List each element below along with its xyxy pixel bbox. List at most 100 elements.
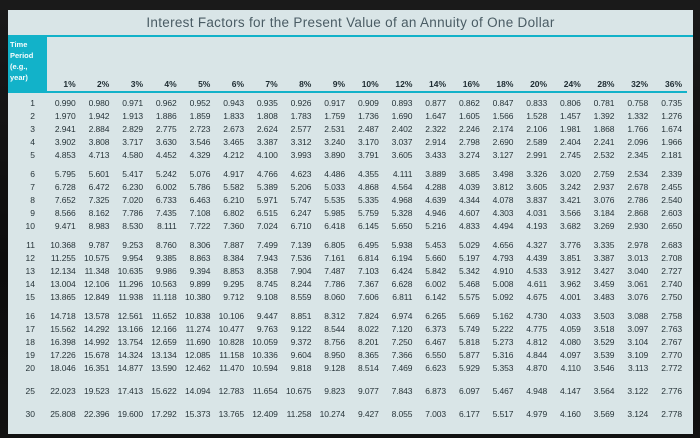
factor-cell: 12.134 — [50, 266, 76, 276]
factor-cell: 4.452 — [155, 150, 177, 160]
factor-cell: 3.240 — [324, 137, 346, 147]
factor-cell: 11.274 — [185, 324, 211, 334]
factor-cell: 11.654 — [252, 386, 278, 396]
factor-cell: 9.787 — [88, 240, 110, 250]
factor-cell: 1.332 — [627, 111, 649, 121]
factor-cell: 12.106 — [83, 279, 110, 289]
pvifa-table: Time Period (e.g., year) 1% 2% 3% 4% 5% 6% 7% 8% 9% 1… — [8, 37, 687, 421]
factor-cell: 3.113 — [627, 363, 649, 373]
period-cell: 14 — [25, 279, 35, 289]
factor-cell: 14.292 — [83, 324, 110, 334]
factor-cell: 3.569 — [593, 409, 615, 419]
factor-cell: 3.605 — [526, 182, 548, 192]
factor-cell: 11.348 — [84, 266, 110, 276]
factor-cell: 7.786 — [122, 208, 144, 218]
factor-cell: 1.647 — [425, 111, 447, 121]
factor-cell: 22.023 — [50, 386, 76, 396]
factor-cell: 17.292 — [151, 409, 177, 419]
factor-cell: 11.938 — [118, 292, 144, 302]
factor-cell: 6.418 — [324, 221, 346, 231]
factor-cell: 7.325 — [88, 195, 110, 205]
factor-cell: 5.467 — [492, 386, 514, 396]
factor-cell: 10.575 — [83, 253, 110, 263]
table-row: 8 7.652 7.325 7.020 6.733 6.463 6.210 5.971 5.74… — [8, 194, 687, 207]
factor-cell: 2.770 — [661, 350, 682, 360]
factor-cell: 2.690 — [492, 137, 514, 147]
table-body: 1 0.990 0.980 0.971 0.962 0.952 0.943 0.935 0.92… — [8, 92, 687, 421]
factor-cell: 4.031 — [526, 208, 548, 218]
factor-cell: 2.991 — [526, 150, 548, 160]
factor-cell: 12.561 — [117, 311, 144, 321]
factor-cell: 3.269 — [593, 221, 615, 231]
factor-cell: 8.863 — [189, 253, 211, 263]
factor-cell: 3.503 — [593, 311, 615, 321]
factor-cell: 1.766 — [627, 124, 649, 134]
factor-cell: 7.499 — [256, 240, 278, 250]
factor-cell: 4.844 — [526, 350, 548, 360]
factor-cell: 4.100 — [256, 150, 278, 160]
table-row: 18 16.398 14.992 13.754 12.659 11.690 10.828 10… — [8, 336, 687, 349]
factor-cell: 5.342 — [458, 266, 480, 276]
factor-cell: 7.606 — [357, 292, 379, 302]
factor-cell: 8.022 — [357, 324, 379, 334]
factor-cell: 8.358 — [256, 266, 278, 276]
factor-cell: 2.937 — [593, 182, 615, 192]
factor-cell: 7.020 — [122, 195, 144, 205]
factor-cell: 5.971 — [256, 195, 278, 205]
factor-cell: 7.887 — [223, 240, 245, 250]
factor-cell: 10.828 — [218, 337, 245, 347]
factor-cell: 9.427 — [357, 409, 379, 419]
period-cell: 19 — [25, 350, 35, 360]
factor-cell: 3.109 — [627, 350, 649, 360]
period-cell: 9 — [30, 208, 35, 218]
rate-column-header: 32% — [631, 79, 649, 89]
factor-cell: 2.778 — [661, 409, 682, 419]
factor-cell: 7.250 — [391, 337, 413, 347]
factor-cell: 8.306 — [189, 240, 211, 250]
factor-cell: 3.122 — [627, 386, 649, 396]
factor-cell: 8.055 — [391, 409, 413, 419]
factor-cell: 6.802 — [223, 208, 245, 218]
factor-cell: 14.324 — [117, 350, 144, 360]
factor-cell: 6.247 — [290, 208, 312, 218]
factor-cell: 3.682 — [559, 221, 581, 231]
table-row: 5 4.853 4.713 4.580 4.452 4.329 4.212 4.100 3.99… — [8, 149, 687, 162]
factor-cell: 12.462 — [184, 363, 211, 373]
factor-cell: 3.076 — [593, 195, 615, 205]
factor-cell: 4.853 — [54, 150, 76, 160]
factor-cell: 3.962 — [559, 279, 581, 289]
factor-cell: 3.124 — [627, 409, 649, 419]
factor-cell: 8.384 — [223, 253, 245, 263]
factor-cell: 3.421 — [559, 195, 581, 205]
factor-cell: 0.952 — [189, 98, 211, 108]
factor-cell: 8.851 — [290, 311, 312, 321]
factor-cell: 8.244 — [290, 279, 312, 289]
factor-cell: 6.814 — [357, 253, 379, 263]
factor-cell: 2.241 — [593, 137, 615, 147]
factor-cell: 4.611 — [526, 279, 548, 289]
factor-cell: 6.142 — [425, 292, 447, 302]
factor-cell: 1.833 — [223, 111, 245, 121]
factor-cell: 9.295 — [223, 279, 245, 289]
factor-cell: 19.600 — [117, 409, 144, 419]
factor-cell: 3.097 — [627, 324, 649, 334]
factor-cell: 4.946 — [425, 208, 447, 218]
row-group-spacer — [8, 398, 687, 408]
factor-cell: 5.335 — [357, 195, 379, 205]
table-row: 1 0.990 0.980 0.971 0.962 0.952 0.943 0.935 0.92… — [8, 97, 687, 110]
factor-cell: 5.842 — [425, 266, 447, 276]
factor-cell: 3.890 — [324, 150, 346, 160]
factor-cell: 3.170 — [357, 137, 379, 147]
factor-cell: 8.544 — [324, 324, 346, 334]
factor-cell: 16.398 — [50, 337, 76, 347]
factor-cell: 10.675 — [285, 386, 312, 396]
factor-cell: 11.470 — [219, 363, 245, 373]
factor-cell: 5.749 — [458, 324, 480, 334]
factor-cell: 11.158 — [219, 350, 245, 360]
factor-cell: 8.111 — [157, 221, 177, 231]
factor-cell: 3.812 — [492, 182, 514, 192]
factor-cell: 4.059 — [559, 324, 581, 334]
factor-cell: 3.851 — [559, 253, 581, 263]
table-row: 16 14.718 13.578 12.561 11.652 10.838 10.106 9.… — [8, 310, 687, 323]
factor-cell: 7.722 — [189, 221, 211, 231]
